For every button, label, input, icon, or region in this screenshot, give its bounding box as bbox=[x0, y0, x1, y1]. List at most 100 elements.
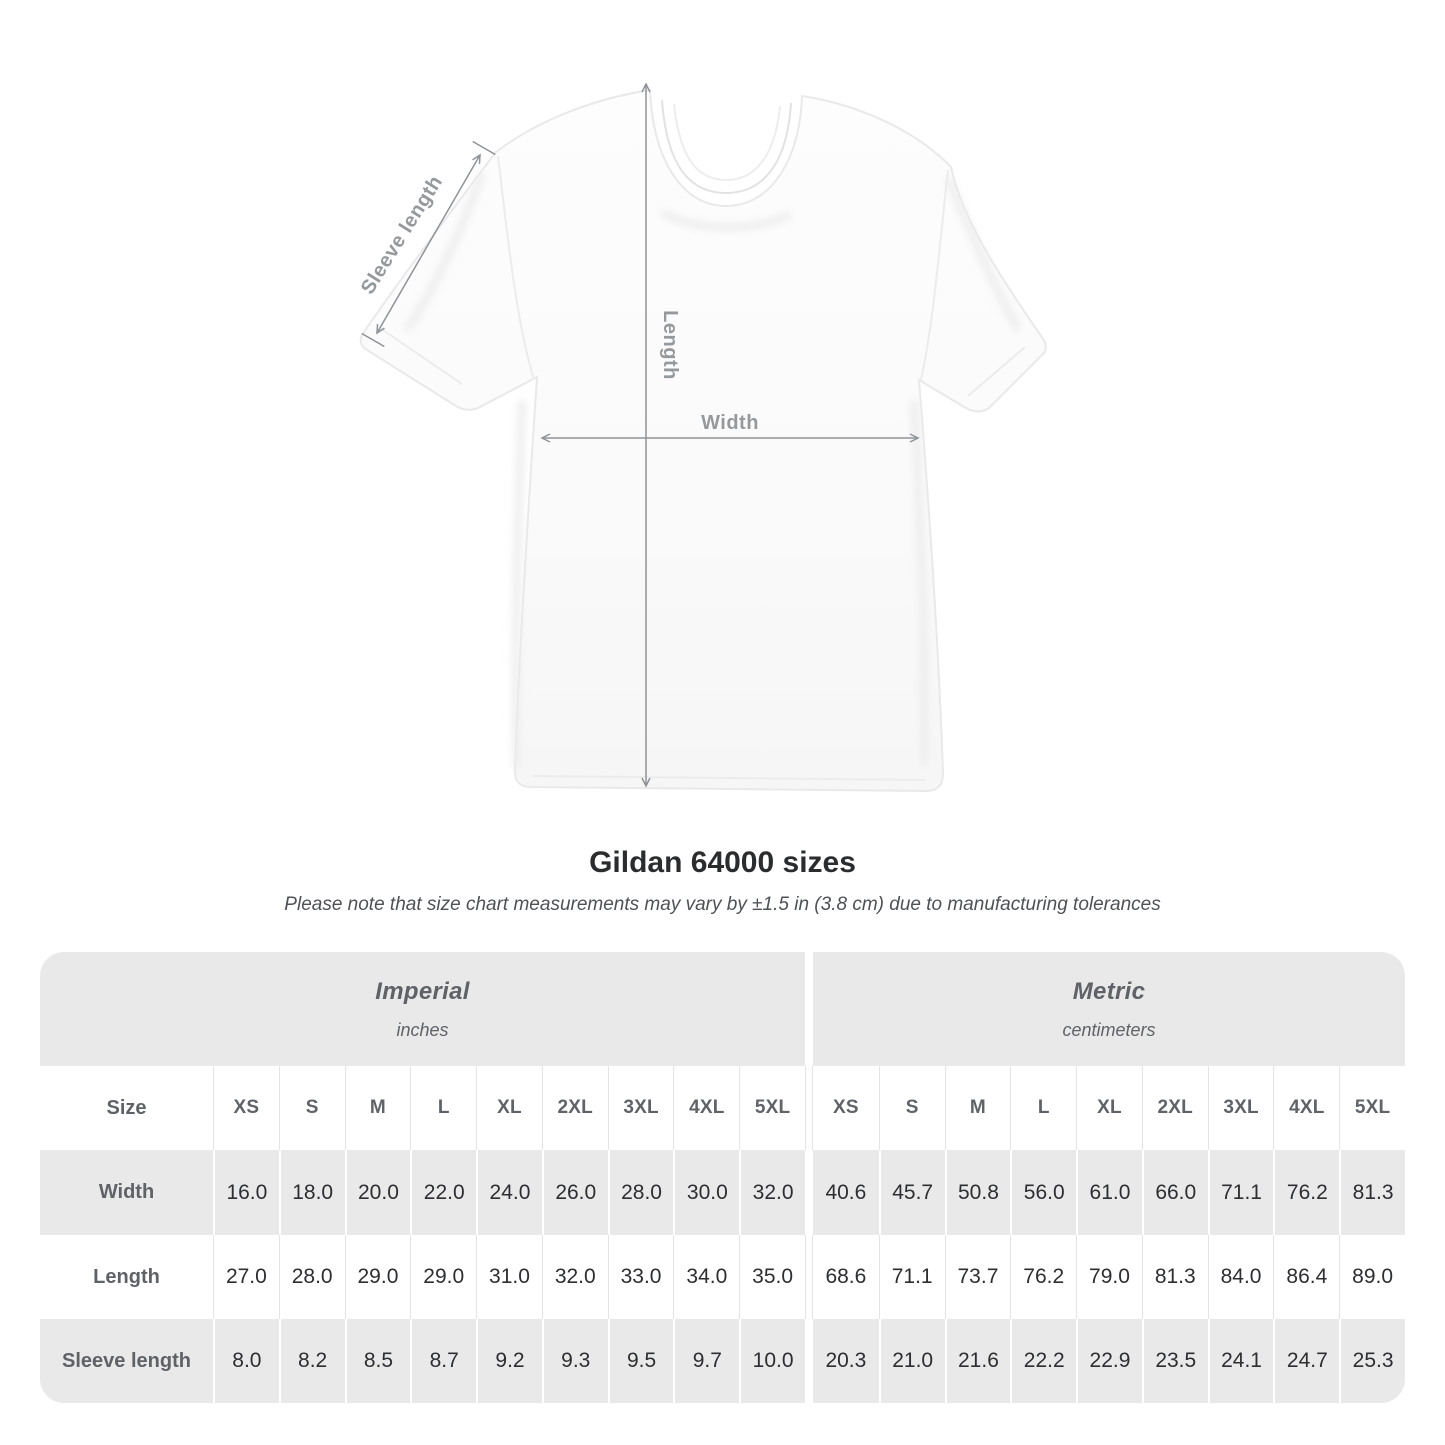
value-cell: 26.0 bbox=[541, 1150, 608, 1235]
width-row-label: Width bbox=[40, 1150, 213, 1235]
value-cell: 9.2 bbox=[476, 1319, 542, 1403]
value-cell: 10.0 bbox=[739, 1319, 805, 1403]
size-table: Imperial inches Metric centimeters Size … bbox=[40, 952, 1405, 1403]
value-cell: 28.0 bbox=[278, 1235, 345, 1319]
value-cell: 50.8 bbox=[944, 1150, 1011, 1235]
value-cell: 18.0 bbox=[278, 1150, 345, 1235]
size-header-cell: 3XL bbox=[607, 1066, 674, 1150]
tshirt-measurement-diagram: Sleeve length Length Width bbox=[357, 82, 1047, 793]
value-cell: 9.3 bbox=[541, 1319, 608, 1403]
page-subtitle: Please note that size chart measurements… bbox=[284, 894, 1161, 915]
value-cell: 32.0 bbox=[739, 1150, 805, 1235]
value-cell: 8.0 bbox=[213, 1319, 279, 1403]
value-cell: 16.0 bbox=[213, 1150, 279, 1235]
value-cell: 40.6 bbox=[813, 1150, 879, 1235]
value-cell: 33.0 bbox=[607, 1235, 674, 1319]
value-cell: 35.0 bbox=[739, 1235, 805, 1319]
value-cell: 9.7 bbox=[673, 1319, 740, 1403]
half-gap bbox=[805, 1235, 813, 1319]
half-gap bbox=[805, 1319, 813, 1403]
value-cell: 22.2 bbox=[1010, 1319, 1077, 1403]
value-cell: 20.0 bbox=[344, 1150, 411, 1235]
value-cell: 21.6 bbox=[944, 1319, 1011, 1403]
size-header-cell: 3XL bbox=[1207, 1066, 1274, 1150]
value-cell: 32.0 bbox=[541, 1235, 608, 1319]
length-row-label: Length bbox=[40, 1235, 213, 1319]
size-header-cell: L bbox=[410, 1066, 477, 1150]
tshirt-graphic bbox=[359, 88, 1047, 793]
value-cell: 20.3 bbox=[813, 1319, 879, 1403]
value-cell: 71.1 bbox=[1207, 1150, 1274, 1235]
size-header-cell: 2XL bbox=[541, 1066, 608, 1150]
value-cell: 24.7 bbox=[1273, 1319, 1340, 1403]
value-cell: 68.6 bbox=[813, 1235, 879, 1319]
value-cell: 31.0 bbox=[476, 1235, 542, 1319]
collar-band bbox=[661, 99, 792, 195]
value-cell: 25.3 bbox=[1339, 1319, 1405, 1403]
value-cell: 81.3 bbox=[1339, 1150, 1405, 1235]
sleeve-length-row-label: Sleeve length bbox=[40, 1319, 213, 1403]
metric-group-unit: centimeters bbox=[1062, 1020, 1156, 1040]
value-cell: 34.0 bbox=[673, 1235, 740, 1319]
value-cell: 89.0 bbox=[1339, 1235, 1405, 1319]
imperial-group-unit: inches bbox=[396, 1020, 449, 1040]
value-cell: 28.0 bbox=[607, 1150, 674, 1235]
value-cell: 30.0 bbox=[673, 1150, 740, 1235]
metric-group-name: Metric bbox=[1072, 978, 1146, 1005]
size-header-cell: 5XL bbox=[1339, 1066, 1405, 1150]
value-cell: 8.2 bbox=[278, 1319, 345, 1403]
value-cell: 71.1 bbox=[878, 1235, 945, 1319]
value-cell: 27.0 bbox=[213, 1235, 279, 1319]
value-cell: 66.0 bbox=[1141, 1150, 1208, 1235]
sleeve-length-tick-top bbox=[472, 140, 496, 156]
value-cell: 24.0 bbox=[476, 1150, 542, 1235]
size-header-cell: 2XL bbox=[1141, 1066, 1208, 1150]
sleeve-length-tick-bottom bbox=[361, 332, 385, 348]
size-header-cell: 4XL bbox=[1273, 1066, 1340, 1150]
value-cell: 56.0 bbox=[1010, 1150, 1077, 1235]
size-header-cell: 4XL bbox=[673, 1066, 740, 1150]
size-header-cell: M bbox=[344, 1066, 411, 1150]
size-header-cell: XS bbox=[813, 1066, 879, 1150]
value-cell: 22.0 bbox=[410, 1150, 477, 1235]
collar-stitch bbox=[673, 103, 781, 182]
size-column-header: Size bbox=[40, 1066, 213, 1150]
value-cell: 22.9 bbox=[1076, 1319, 1142, 1403]
value-cell: 76.2 bbox=[1273, 1150, 1340, 1235]
half-gap bbox=[805, 1066, 813, 1150]
imperial-group-name: Imperial bbox=[375, 978, 470, 1005]
size-header-cell: XS bbox=[213, 1066, 279, 1150]
half-gap bbox=[805, 1150, 813, 1235]
value-cell: 29.0 bbox=[344, 1235, 411, 1319]
value-cell: 86.4 bbox=[1273, 1235, 1340, 1319]
size-header-cell: S bbox=[878, 1066, 945, 1150]
value-cell: 45.7 bbox=[878, 1150, 945, 1235]
size-header-cell: XL bbox=[476, 1066, 542, 1150]
value-cell: 29.0 bbox=[410, 1235, 477, 1319]
size-header-cell: M bbox=[944, 1066, 1011, 1150]
value-cell: 81.3 bbox=[1141, 1235, 1208, 1319]
value-cell: 8.5 bbox=[344, 1319, 411, 1403]
value-cell: 21.0 bbox=[878, 1319, 945, 1403]
value-cell: 73.7 bbox=[944, 1235, 1011, 1319]
size-header-cell: XL bbox=[1076, 1066, 1142, 1150]
value-cell: 9.5 bbox=[607, 1319, 674, 1403]
value-cell: 23.5 bbox=[1141, 1319, 1208, 1403]
sleeve-length-arrow bbox=[376, 153, 481, 335]
size-header-cell: S bbox=[278, 1066, 345, 1150]
value-cell: 79.0 bbox=[1076, 1235, 1142, 1319]
value-cell: 84.0 bbox=[1207, 1235, 1274, 1319]
value-cell: 8.7 bbox=[410, 1319, 477, 1403]
imperial-group-header: Imperial inches bbox=[40, 952, 805, 1066]
value-cell: 24.1 bbox=[1207, 1319, 1274, 1403]
size-header-cell: L bbox=[1010, 1066, 1077, 1150]
tshirt-seams bbox=[379, 155, 1026, 781]
width-label: Width bbox=[701, 412, 759, 434]
tshirt-body bbox=[359, 88, 1047, 793]
size-header-cell: 5XL bbox=[739, 1066, 805, 1150]
metric-group-header: Metric centimeters bbox=[813, 952, 1405, 1066]
value-cell: 76.2 bbox=[1010, 1235, 1077, 1319]
length-label: Length bbox=[659, 310, 681, 380]
page-title: Gildan 64000 sizes bbox=[589, 846, 856, 879]
